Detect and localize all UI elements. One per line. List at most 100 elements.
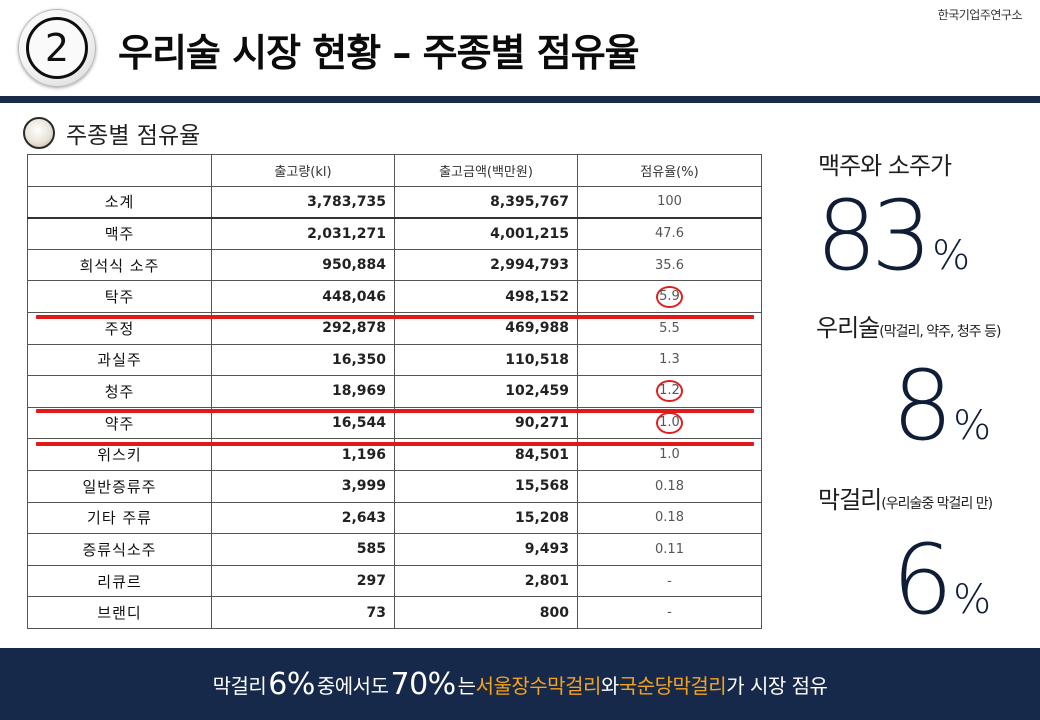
woorisul-value: 8 [892, 350, 953, 462]
footer-text: 막걸리 [212, 673, 267, 698]
share-cell-text: 0.18 [655, 510, 684, 526]
woorisul-label-text: 우리술 [816, 314, 880, 342]
woorisul-note: (막걸리, 약주, 청주 등) [879, 324, 1001, 340]
liquor-type-cell-text: 소계 [104, 193, 135, 212]
amount-cell-text: 498,152 [505, 288, 569, 305]
footer-text: 는 [457, 673, 476, 698]
footer-text: 중에서도 [316, 673, 389, 698]
footer-brand: 서울장수막걸리 [475, 673, 602, 698]
percent-sign: % [953, 403, 992, 449]
column-header: 점유율(%) [577, 154, 762, 187]
table-row: 소계 3,783,735 8,395,767 100 [27, 185, 762, 219]
column-header: 출고량(kl) [211, 154, 395, 187]
share-cell: 1.3 [577, 343, 762, 377]
amount-cell: 4,001,215 [394, 216, 578, 250]
table-row: 청주 18,969 102,459 1.2 [27, 375, 762, 408]
volume-cell-text: 2,643 [341, 509, 386, 526]
volume-cell-text: 292,878 [322, 320, 386, 337]
share-cell-text: 5.5 [659, 320, 680, 336]
makgeolli-share: 6% [892, 530, 991, 650]
table-row: 탁주 448,046 498,152 5.9 [27, 280, 762, 313]
share-cell: 0.11 [577, 533, 762, 566]
liquor-type-cell-text: 리큐르 [97, 572, 142, 591]
amount-cell: 498,152 [394, 280, 578, 313]
share-cell-text: 1.0 [656, 412, 683, 435]
section-number: 2 [26, 17, 88, 79]
liquor-type-cell: 기타 주류 [27, 501, 212, 535]
share-cell: 47.6 [577, 216, 762, 250]
share-cell: 35.6 [577, 248, 762, 282]
beer-soju-label: 맥주와 소주가 [818, 152, 952, 180]
liquor-type-cell: 청주 [27, 375, 212, 408]
percent-sign: % [953, 577, 992, 623]
share-cell-text: 0.11 [655, 541, 684, 557]
volume-cell: 16,350 [211, 343, 395, 377]
table-body: 소계 3,783,735 8,395,767 100 맥주 2,031,271 4,001,… [27, 185, 762, 629]
highlight-line [36, 442, 754, 446]
liquor-type-cell: 일반증류주 [27, 469, 212, 503]
share-cell: - [577, 564, 762, 598]
page-title: 우리술 시장 현황 – 주종별 점유율 [118, 31, 640, 75]
amount-cell-text: 2,994,793 [490, 257, 569, 274]
volume-cell: 585 [211, 533, 395, 566]
volume-cell: 950,884 [211, 248, 395, 282]
share-cell: 0.18 [577, 469, 762, 503]
amount-cell-text: 2,801 [524, 573, 569, 590]
liquor-type-cell: 증류식소주 [27, 533, 212, 566]
liquor-type-cell: 소계 [27, 185, 212, 219]
amount-cell: 102,459 [394, 375, 578, 408]
volume-cell-text: 3,999 [341, 478, 386, 495]
share-cell-text: 1.3 [659, 352, 680, 368]
volume-cell-text: 73 [366, 604, 386, 621]
amount-cell-text: 800 [539, 604, 569, 621]
liquor-type-cell-text: 위스키 [97, 446, 142, 465]
liquor-type-cell-text: 청주 [104, 382, 135, 401]
organization-name: 한국기업주연구소 [937, 8, 1023, 22]
table-row: 희석식 소주 950,884 2,994,793 35.6 [27, 248, 762, 282]
volume-cell-text: 16,544 [331, 415, 386, 432]
table-header-row: 출고량(kl) 출고금액(백만원) 점유율(%) [27, 154, 762, 187]
share-cell-text: 47.6 [655, 226, 684, 242]
share-cell: 0.18 [577, 501, 762, 535]
amount-cell-text: 9,493 [524, 541, 569, 558]
volume-cell-text: 297 [356, 573, 386, 590]
makgeolli-label-text: 막걸리 [818, 486, 882, 514]
volume-cell-text: 585 [356, 541, 386, 558]
share-cell-text: - [667, 605, 672, 621]
amount-cell-text: 90,271 [514, 415, 569, 432]
beer-soju-value: 83 [816, 180, 932, 292]
liquor-type-cell-text: 희석식 소주 [79, 256, 160, 275]
table-row: 리큐르 297 2,801 - [27, 564, 762, 598]
share-cell-text: - [667, 573, 672, 589]
amount-cell-text: 15,208 [514, 509, 569, 526]
share-cell-text: 1.0 [659, 447, 680, 463]
beer-soju-share: 83% [816, 186, 970, 306]
liquor-type-cell-text: 주정 [104, 319, 135, 338]
table-row: 기타 주류 2,643 15,208 0.18 [27, 501, 762, 535]
volume-cell-text: 2,031,271 [307, 225, 386, 242]
column-header: 출고금액(백만원) [394, 154, 578, 187]
share-cell: 1.2 [577, 375, 762, 408]
amount-cell: 15,208 [394, 501, 578, 535]
table-row: 브랜디 73 800 - [27, 596, 762, 629]
share-cell: 5.9 [577, 280, 762, 313]
share-cell: 100 [577, 185, 762, 219]
amount-cell-text: 15,568 [514, 478, 569, 495]
amount-cell-text: 4,001,215 [490, 225, 569, 242]
share-cell-text: 35.6 [655, 257, 684, 273]
footer-value: 70% [390, 666, 456, 702]
volume-cell: 73 [211, 596, 395, 629]
volume-cell: 297 [211, 564, 395, 598]
highlight-line [36, 409, 754, 413]
volume-cell: 2,643 [211, 501, 395, 535]
amount-cell-text: 110,518 [505, 351, 569, 368]
share-cell-text: 100 [657, 194, 682, 210]
volume-cell-text: 950,884 [322, 257, 386, 274]
liquor-share-table: 출고량(kl) 출고금액(백만원) 점유율(%) 소계 3,783,735 8,39… [27, 154, 762, 629]
table-row: 일반증류주 3,999 15,568 0.18 [27, 469, 762, 503]
liquor-type-cell: 브랜디 [27, 596, 212, 629]
liquor-type-cell-text: 증류식소주 [82, 540, 157, 559]
liquor-type-cell-text: 탁주 [104, 288, 135, 307]
table-row: 증류식소주 585 9,493 0.11 [27, 533, 762, 566]
amount-cell-text: 469,988 [505, 320, 569, 337]
